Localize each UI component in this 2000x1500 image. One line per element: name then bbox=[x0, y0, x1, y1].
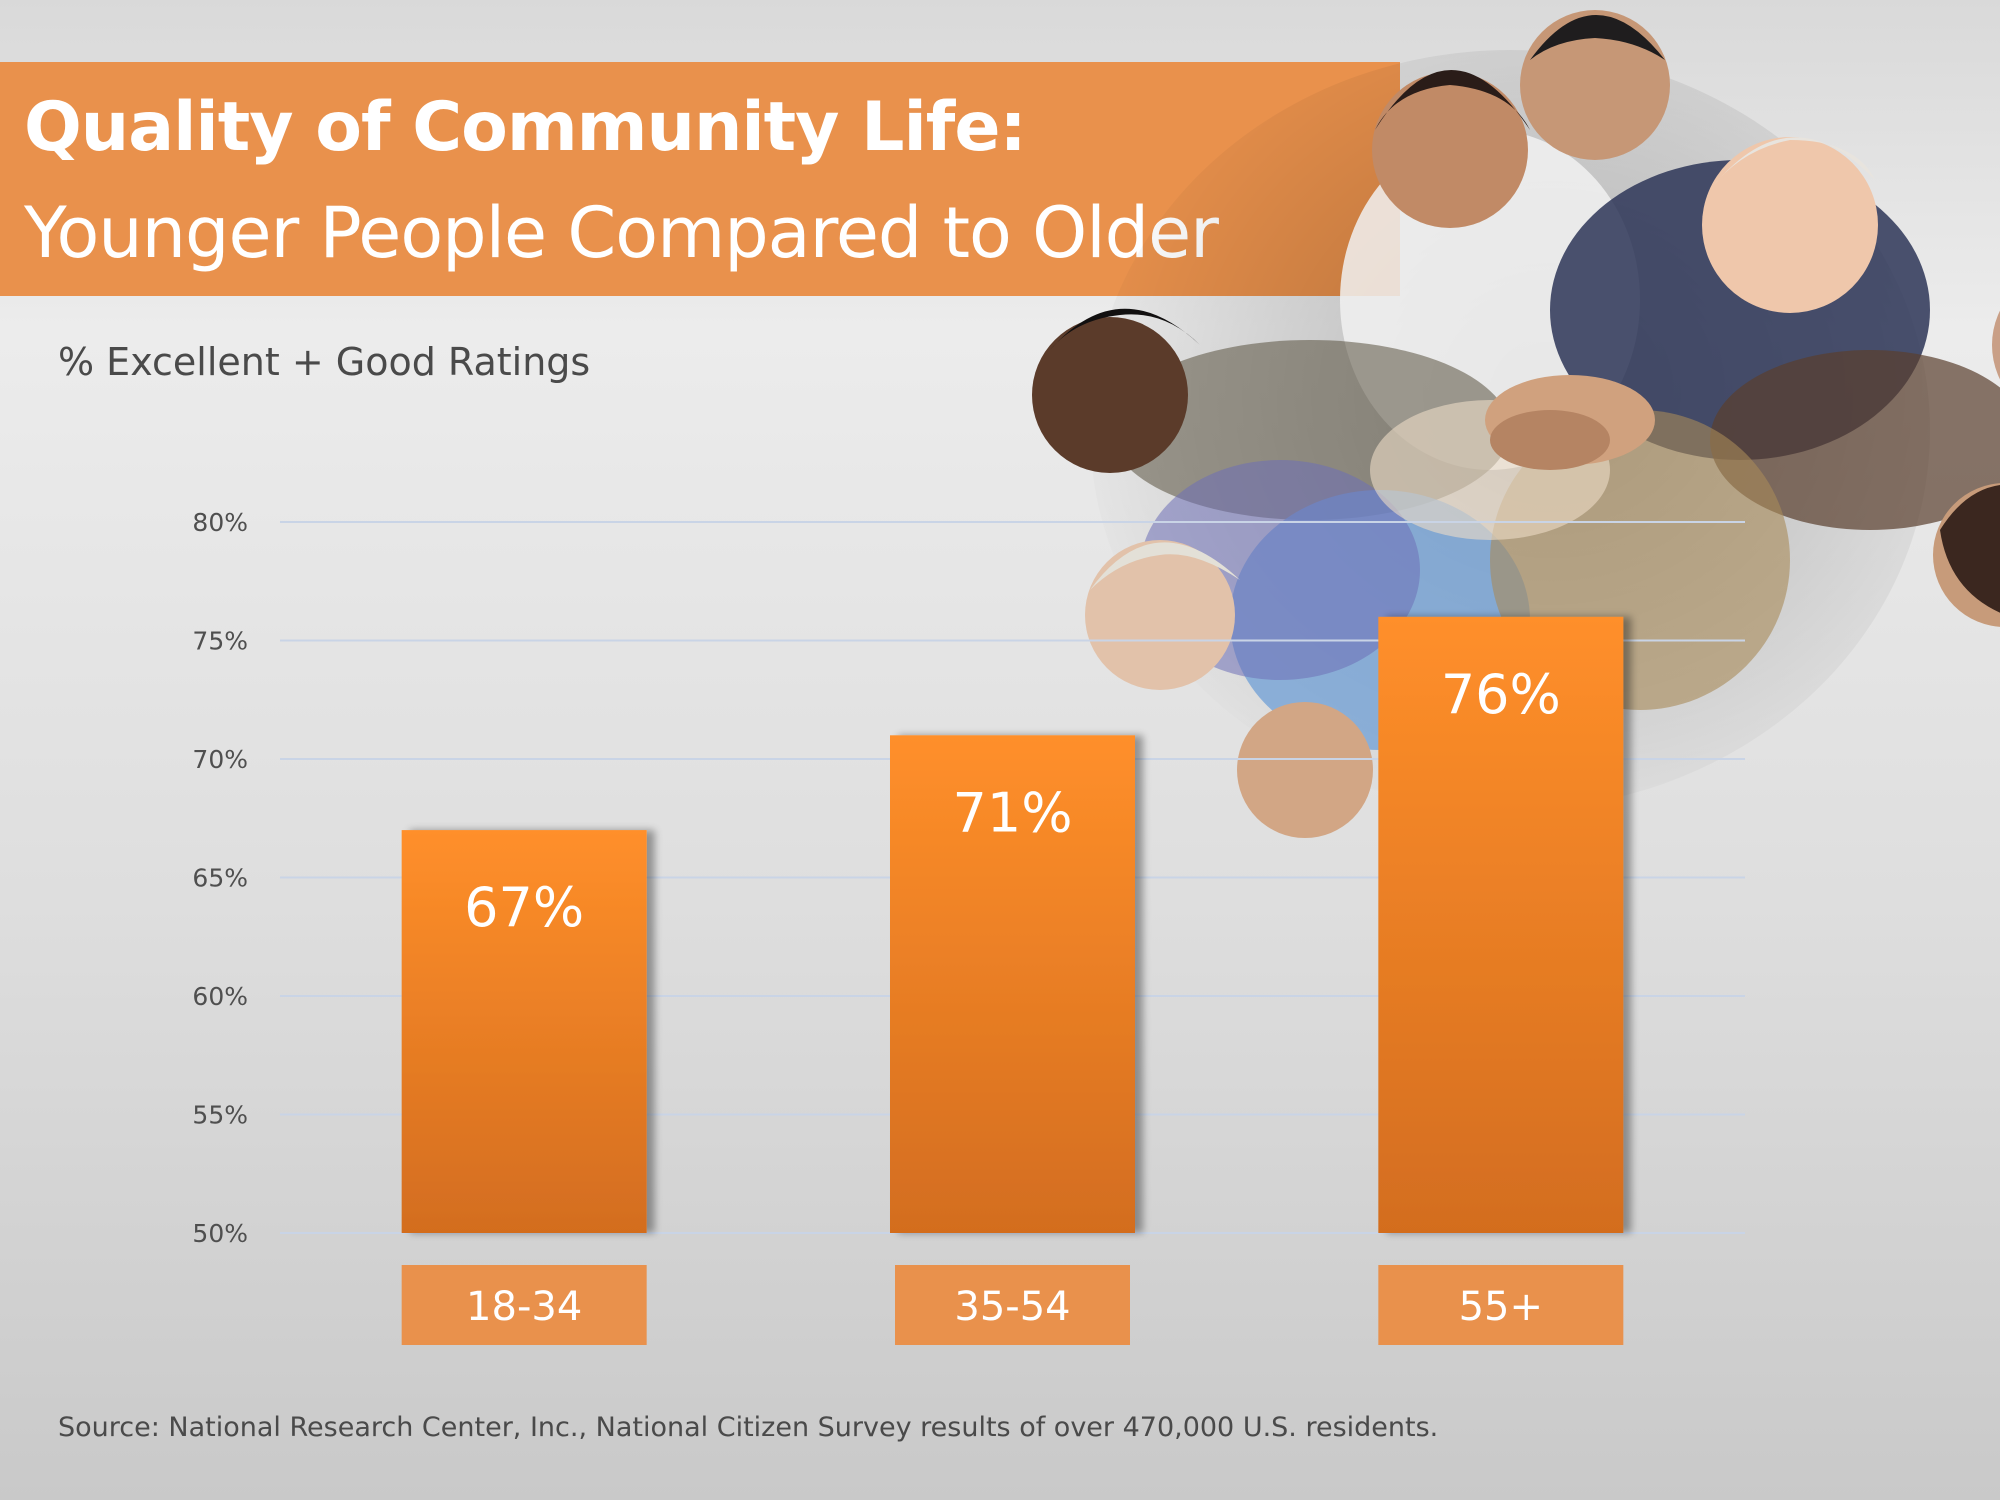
bar-55+ bbox=[1378, 616, 1624, 1233]
y-tick-label: 65% bbox=[192, 864, 248, 893]
slide-title-line2: Younger People Compared to Older bbox=[24, 192, 1219, 274]
bar-35-54 bbox=[890, 735, 1135, 1233]
data-label: 76% bbox=[1441, 663, 1561, 726]
category-label-box bbox=[401, 1265, 647, 1345]
category-label-box bbox=[1378, 1265, 1624, 1345]
y-tick-label: 80% bbox=[192, 508, 248, 537]
bar-18-34 bbox=[401, 830, 647, 1233]
x-tick-label: 35-54 bbox=[954, 1284, 1070, 1330]
category-label-box bbox=[895, 1265, 1130, 1345]
y-tick-label: 55% bbox=[192, 1101, 248, 1130]
y-tick-label: 50% bbox=[192, 1219, 248, 1248]
y-tick-label: 60% bbox=[192, 982, 248, 1011]
data-label: 71% bbox=[952, 781, 1072, 844]
source-note: Source: National Research Center, Inc., … bbox=[58, 1412, 1439, 1443]
group-of-people-photo-icon bbox=[1032, 10, 2000, 838]
x-tick-label: 18-34 bbox=[466, 1284, 582, 1330]
slide-title: Quality of Community Life: bbox=[24, 88, 1027, 167]
chart-subtitle: % Excellent + Good Ratings bbox=[58, 340, 591, 384]
x-tick-label: 55+ bbox=[1459, 1284, 1543, 1330]
y-tick-label: 75% bbox=[192, 627, 248, 656]
data-label: 67% bbox=[464, 876, 584, 939]
y-tick-label: 70% bbox=[192, 745, 248, 774]
